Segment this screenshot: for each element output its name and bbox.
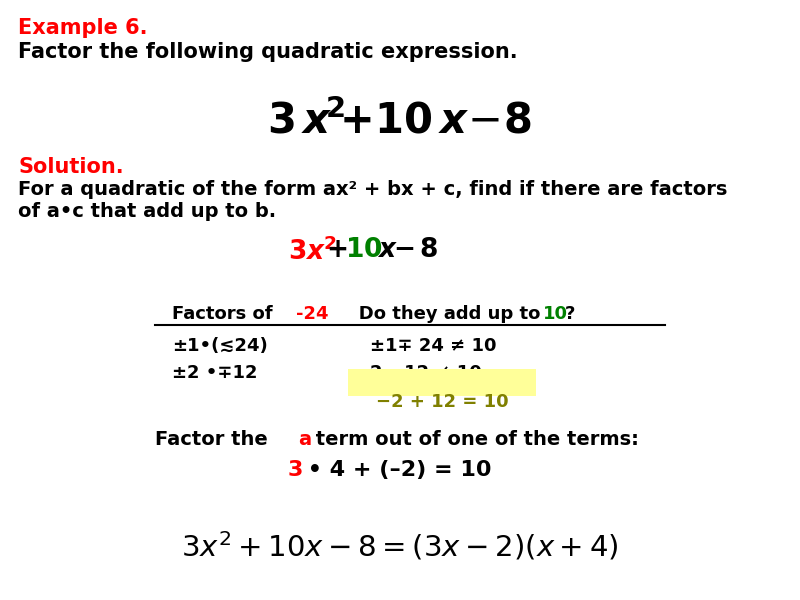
Text: $3x^2+10x-8=(3x-2)(x+4)$: $3x^2+10x-8=(3x-2)(x+4)$ bbox=[182, 530, 618, 563]
Text: Do they add up to: Do they add up to bbox=[340, 305, 546, 323]
Text: $\mathbf{3}\,\boldsymbol{x}^{\!\mathbf{2}}\!\mathbf{+10}\,\boldsymbol{x}\!-\!\ma: $\mathbf{3}\,\boldsymbol{x}^{\!\mathbf{2… bbox=[267, 100, 533, 142]
Text: a: a bbox=[298, 430, 311, 449]
Text: ±1•(≲24): ±1•(≲24) bbox=[172, 337, 268, 355]
Text: Example 6.: Example 6. bbox=[18, 18, 147, 38]
Text: $\mathbf{10}$: $\mathbf{10}$ bbox=[345, 237, 382, 263]
Text: Factor the: Factor the bbox=[155, 430, 274, 449]
Text: 2 – 12 ≠ 10: 2 – 12 ≠ 10 bbox=[370, 364, 482, 382]
Text: −2 + 12 = 10: −2 + 12 = 10 bbox=[376, 393, 508, 411]
Text: -24: -24 bbox=[296, 305, 329, 323]
Text: ±2 •∓12: ±2 •∓12 bbox=[172, 364, 258, 382]
Text: $\boldsymbol{x}$: $\boldsymbol{x}$ bbox=[377, 237, 398, 263]
FancyBboxPatch shape bbox=[348, 369, 536, 396]
Text: Factor the following quadratic expression.: Factor the following quadratic expressio… bbox=[18, 42, 518, 62]
Text: $\mathbf{-\,8}$: $\mathbf{-\,8}$ bbox=[393, 237, 438, 263]
Text: 10: 10 bbox=[543, 305, 568, 323]
Text: 3: 3 bbox=[288, 460, 303, 480]
Text: Factors of: Factors of bbox=[172, 305, 279, 323]
Text: For a quadratic of the form ax² + bx + c, find if there are factors: For a quadratic of the form ax² + bx + c… bbox=[18, 180, 727, 199]
Text: $\mathbf{+}$: $\mathbf{+}$ bbox=[326, 237, 347, 263]
Text: of a•c that add up to b.: of a•c that add up to b. bbox=[18, 202, 276, 221]
Text: Solution.: Solution. bbox=[18, 157, 124, 177]
Text: ?: ? bbox=[565, 305, 575, 323]
Text: $\mathbf{3}\boldsymbol{x}^{\mathbf{2}}$: $\mathbf{3}\boldsymbol{x}^{\mathbf{2}}$ bbox=[288, 237, 337, 265]
Text: term out of one of the terms:: term out of one of the terms: bbox=[309, 430, 639, 449]
Text: • 4 + (–2) = 10: • 4 + (–2) = 10 bbox=[300, 460, 491, 480]
Text: ±1∓ 24 ≠ 10: ±1∓ 24 ≠ 10 bbox=[370, 337, 497, 355]
